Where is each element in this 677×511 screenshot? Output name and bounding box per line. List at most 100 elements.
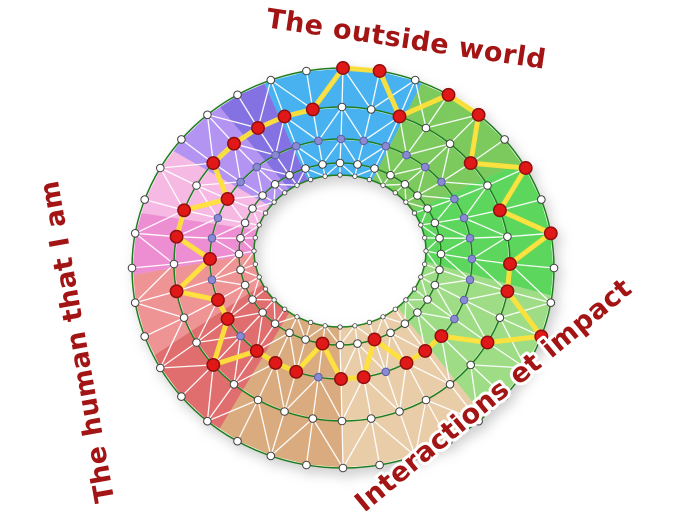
wheel-node[interactable] [366,414,376,423]
wheel-node[interactable] [410,75,420,85]
selected-node[interactable] [177,203,192,218]
wheel-node[interactable] [474,416,483,426]
selected-node[interactable] [169,229,184,244]
wheel-node[interactable] [318,160,327,169]
wheel-node[interactable] [253,395,263,405]
wheel-node[interactable] [229,380,239,389]
wheel-node[interactable] [233,436,242,446]
selected-node[interactable] [492,203,507,218]
wheel-node[interactable] [233,90,242,100]
wheel-node[interactable] [450,194,459,204]
selected-node[interactable] [268,355,283,370]
wheel-node[interactable] [266,451,276,461]
wheel-node[interactable] [336,134,346,144]
wheel-node[interactable] [435,265,444,275]
wheel-node[interactable] [308,414,318,423]
wheel-node[interactable] [203,416,212,426]
wheel-node[interactable] [466,360,476,370]
wheel-node[interactable] [366,105,376,114]
wheel-node[interactable] [370,164,379,173]
wheel-node[interactable] [395,407,404,416]
wheel-node[interactable] [169,259,179,269]
selected-node[interactable] [315,336,330,351]
wheel-node[interactable] [437,177,446,187]
wheel-node[interactable] [445,380,455,389]
selected-node[interactable] [543,226,558,241]
wheel-node[interactable] [500,392,509,401]
wheel-node[interactable] [410,451,420,461]
selected-node[interactable] [169,284,184,299]
wheel-node[interactable] [127,263,137,273]
wheel-node[interactable] [236,331,245,341]
wheel-node[interactable] [258,308,267,317]
wheel-node[interactable] [285,328,294,338]
wheel-node[interactable] [179,313,189,323]
selected-node[interactable] [227,136,241,151]
wheel-node[interactable] [280,407,289,416]
wheel-node[interactable] [338,463,348,473]
wheel-node[interactable] [301,335,310,344]
wheel-node[interactable] [465,275,475,285]
selected-node[interactable] [277,109,292,124]
wheel-node[interactable] [375,460,384,470]
wheel-node[interactable] [314,136,323,146]
wheel-node[interactable] [248,295,257,304]
wheel-node[interactable] [546,298,556,308]
selected-node[interactable] [249,343,264,358]
wheel-node[interactable] [140,195,149,204]
wheel-node[interactable] [465,233,475,243]
selected-node[interactable] [372,64,387,78]
wheel-node[interactable] [130,298,140,308]
selected-node[interactable] [480,335,495,350]
wheel-node[interactable] [302,66,311,76]
wheel-node[interactable] [234,249,244,259]
wheel-node[interactable] [459,295,469,305]
wheel-node[interactable] [271,150,280,160]
wheel-node[interactable] [177,135,186,144]
wheel-node[interactable] [301,164,310,173]
wheel-node[interactable] [291,141,301,151]
wheel-node[interactable] [240,218,250,228]
wheel-node[interactable] [248,204,257,213]
wheel-node[interactable] [177,392,186,401]
wheel-node[interactable] [521,363,531,373]
wheel-node[interactable] [203,110,212,120]
wheel-node[interactable] [423,204,432,213]
wheel-node[interactable] [236,233,245,243]
wheel-node[interactable] [549,263,559,273]
wheel-node[interactable] [236,265,245,275]
selected-node[interactable] [503,257,517,271]
wheel-node[interactable] [140,332,149,341]
wheel-node[interactable] [423,295,432,304]
selected-node[interactable] [305,102,320,117]
selected-node[interactable] [399,355,414,370]
wheel-node[interactable] [335,158,345,168]
wheel-node[interactable] [240,280,250,290]
selected-node[interactable] [463,156,478,171]
selected-node[interactable] [336,61,350,75]
selected-node[interactable] [334,372,348,386]
wheel-node[interactable] [537,195,546,204]
wheel-node[interactable] [213,213,223,223]
wheel-node[interactable] [386,170,395,180]
selected-node[interactable] [289,364,304,379]
selected-node[interactable] [220,192,235,206]
wheel-node[interactable] [353,160,362,169]
wheel-node[interactable] [156,363,165,373]
selected-node[interactable] [220,312,235,326]
wheel-node[interactable] [436,249,446,259]
wheel-node[interactable] [413,308,422,317]
wheel-node[interactable] [413,191,422,200]
wheel-node[interactable] [503,232,512,241]
wheel-node[interactable] [266,75,276,85]
wheel-node[interactable] [430,280,440,290]
wheel-node[interactable] [335,340,345,350]
wheel-node[interactable] [445,139,455,148]
wheel-node[interactable] [156,163,165,173]
wheel-node[interactable] [421,395,431,405]
wheel-node[interactable] [420,162,430,172]
selected-node[interactable] [434,329,449,344]
wheel-node[interactable] [302,460,311,470]
wheel-node[interactable] [130,229,140,238]
wheel-node[interactable] [236,177,245,187]
